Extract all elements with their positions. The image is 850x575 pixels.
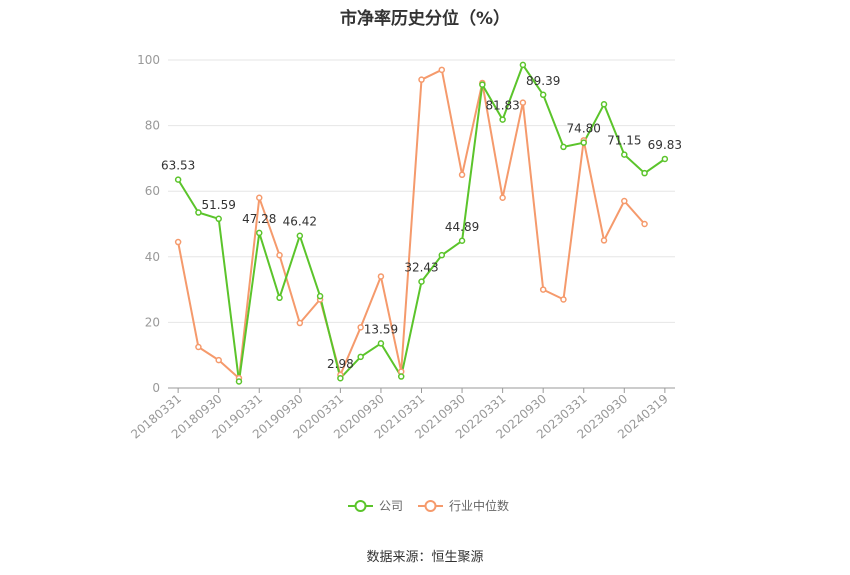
data-point: [195, 343, 202, 351]
data-label: 51.59: [202, 198, 236, 212]
data-point: [195, 209, 202, 216]
legend-marker: [354, 500, 367, 512]
data-point: [641, 169, 648, 177]
data-point: [560, 143, 567, 151]
data-point: [600, 101, 608, 108]
legend-label: 公司: [379, 499, 403, 513]
data-point: [377, 340, 385, 347]
series-line-industry: [177, 68, 646, 380]
y-tick-label: 80: [145, 119, 160, 133]
data-label: 71.15: [607, 134, 641, 148]
data-point: [357, 353, 364, 361]
y-tick-label: 40: [145, 250, 160, 264]
data-point: [256, 229, 263, 237]
y-tick-label: 0: [152, 381, 160, 395]
data-label: 89.39: [526, 74, 560, 88]
data-point: [641, 220, 648, 228]
data-point: [621, 197, 628, 205]
data-point: [337, 374, 344, 382]
data-point: [539, 286, 547, 293]
data-point: [316, 292, 324, 300]
data-point: [499, 116, 506, 123]
data-label: 63.53: [161, 159, 195, 173]
data-point: [276, 294, 283, 302]
data-label: 46.42: [283, 215, 317, 229]
data-point: [256, 194, 263, 202]
y-tick-label: 20: [145, 315, 160, 329]
data-label: 81.83: [485, 99, 519, 113]
data-point: [215, 215, 222, 223]
legend-item-industry: 行业中位数: [418, 498, 509, 513]
data-label: 47.28: [242, 212, 276, 226]
chart-title: 市净率历史分位（%）: [339, 9, 511, 29]
data-point: [174, 176, 182, 183]
legend-item-company: 公司: [348, 499, 403, 513]
data-label: 2.98: [327, 357, 354, 371]
data-point: [621, 151, 628, 158]
data-point: [580, 139, 587, 146]
data-point: [479, 81, 486, 88]
data-point: [174, 238, 182, 246]
data-point: [296, 232, 304, 239]
data-point: [357, 324, 364, 331]
data-point: [519, 99, 527, 106]
data-point: [418, 76, 425, 83]
data-source: 数据来源：恒生聚源: [366, 550, 484, 565]
data-point: [499, 194, 506, 202]
data-labels: 63.53 51.59 47.28 46.42 2.98 13.59 32.43 44.89 8…: [161, 74, 682, 371]
data-point: [519, 61, 527, 69]
data-point: [377, 273, 385, 280]
legend: 公司 行业中位数: [348, 498, 509, 513]
y-axis: 0 20 40 60 80 100: [137, 53, 160, 395]
data-label: 44.89: [445, 220, 479, 234]
series-points: [174, 61, 669, 385]
gridlines: [168, 59, 675, 323]
y-tick-label: 60: [145, 184, 160, 198]
data-label: 69.83: [648, 138, 682, 152]
data-point: [661, 155, 669, 163]
data-point: [397, 373, 405, 380]
data-point: [215, 356, 222, 364]
data-point: [560, 296, 567, 303]
data-point: [418, 278, 425, 285]
data-label: 13.59: [364, 322, 398, 336]
data-point: [458, 171, 466, 179]
data-point: [539, 91, 547, 99]
data-point: [296, 319, 304, 327]
legend-label: 行业中位数: [449, 498, 509, 513]
y-tick-label: 100: [137, 53, 160, 67]
data-point: [235, 378, 243, 385]
data-label: 74.80: [567, 122, 601, 136]
data-label: 32.43: [404, 261, 438, 275]
x-axis: 2018033120180930201903312019093020200331…: [128, 387, 675, 442]
legend-marker: [424, 500, 437, 512]
data-point: [600, 237, 608, 244]
data-point: [438, 251, 446, 259]
data-point: [276, 251, 283, 259]
data-point: [458, 237, 466, 245]
data-point: [438, 66, 446, 74]
